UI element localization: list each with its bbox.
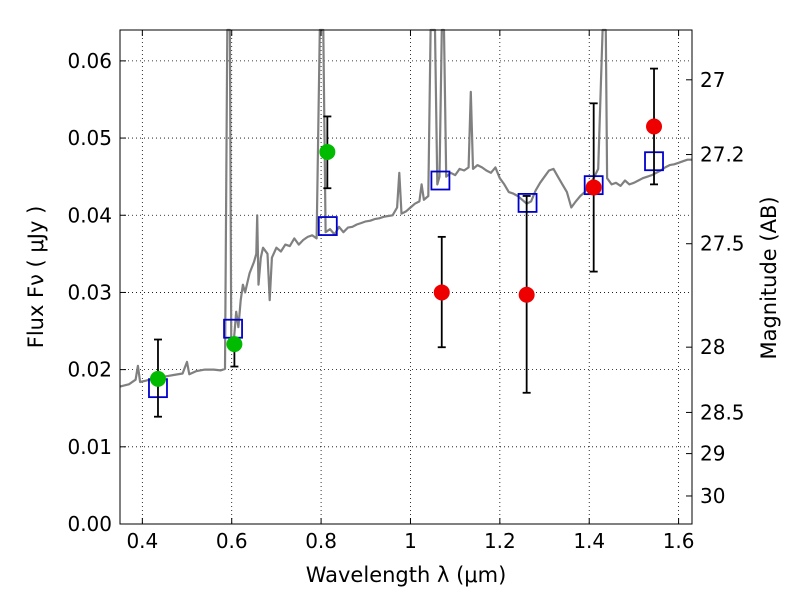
right-tick-label: 27.2 (700, 143, 745, 167)
x-tick-label: 0.8 (305, 529, 337, 553)
right-tick-label: 27.5 (700, 232, 745, 256)
right-tick-label: 30 (700, 484, 725, 508)
right-tick-label: 27 (700, 68, 725, 92)
axis-ticks (120, 30, 692, 525)
y-tick-label: 0.03 (67, 280, 112, 304)
y-tick-label: 0.06 (67, 49, 112, 73)
green-data-point (226, 336, 243, 353)
green-data-point (149, 370, 166, 387)
y-tick-label: 0.05 (67, 126, 112, 150)
x-tick-label: 0.6 (216, 529, 248, 553)
x-axis-label: Wavelength λ (μm) (306, 563, 507, 587)
x-tick-label: 1.6 (663, 529, 695, 553)
x-tick-label: 0.4 (126, 529, 158, 553)
y-axis-label: Flux Fν ( μJy ) (24, 206, 48, 349)
tick-labels: 0.4 0.6 0.8 1 1.2 1.4 1.6 0.00 0.01 0.02 0.03 0.04 0… (67, 49, 744, 553)
observed-flux-points (149, 118, 663, 387)
right-tick-label: 28.5 (700, 400, 745, 424)
spectrum-line (119, 28, 692, 388)
plot-frame (119, 29, 693, 525)
y-tick-label: 0.02 (67, 358, 112, 382)
green-data-point (319, 143, 336, 160)
right-axis-label: Magnitude (AB) (757, 196, 781, 359)
y-tick-label: 0.00 (67, 512, 112, 536)
red-data-point (646, 118, 663, 135)
y-tick-label: 0.01 (67, 435, 112, 459)
model-flux-box (317, 216, 338, 236)
y-tick-label: 0.04 (67, 203, 112, 227)
x-tick-label: 1.2 (484, 529, 516, 553)
right-tick-label: 29 (700, 442, 725, 466)
spectrum-series (119, 28, 692, 388)
x-tick-label: 1.4 (573, 529, 605, 553)
x-tick-label: 1 (404, 529, 417, 553)
red-data-point (518, 286, 535, 303)
model-flux-box (430, 170, 451, 191)
red-data-point (585, 179, 602, 196)
right-tick-label: 28 (700, 335, 725, 359)
red-data-point (433, 284, 450, 301)
